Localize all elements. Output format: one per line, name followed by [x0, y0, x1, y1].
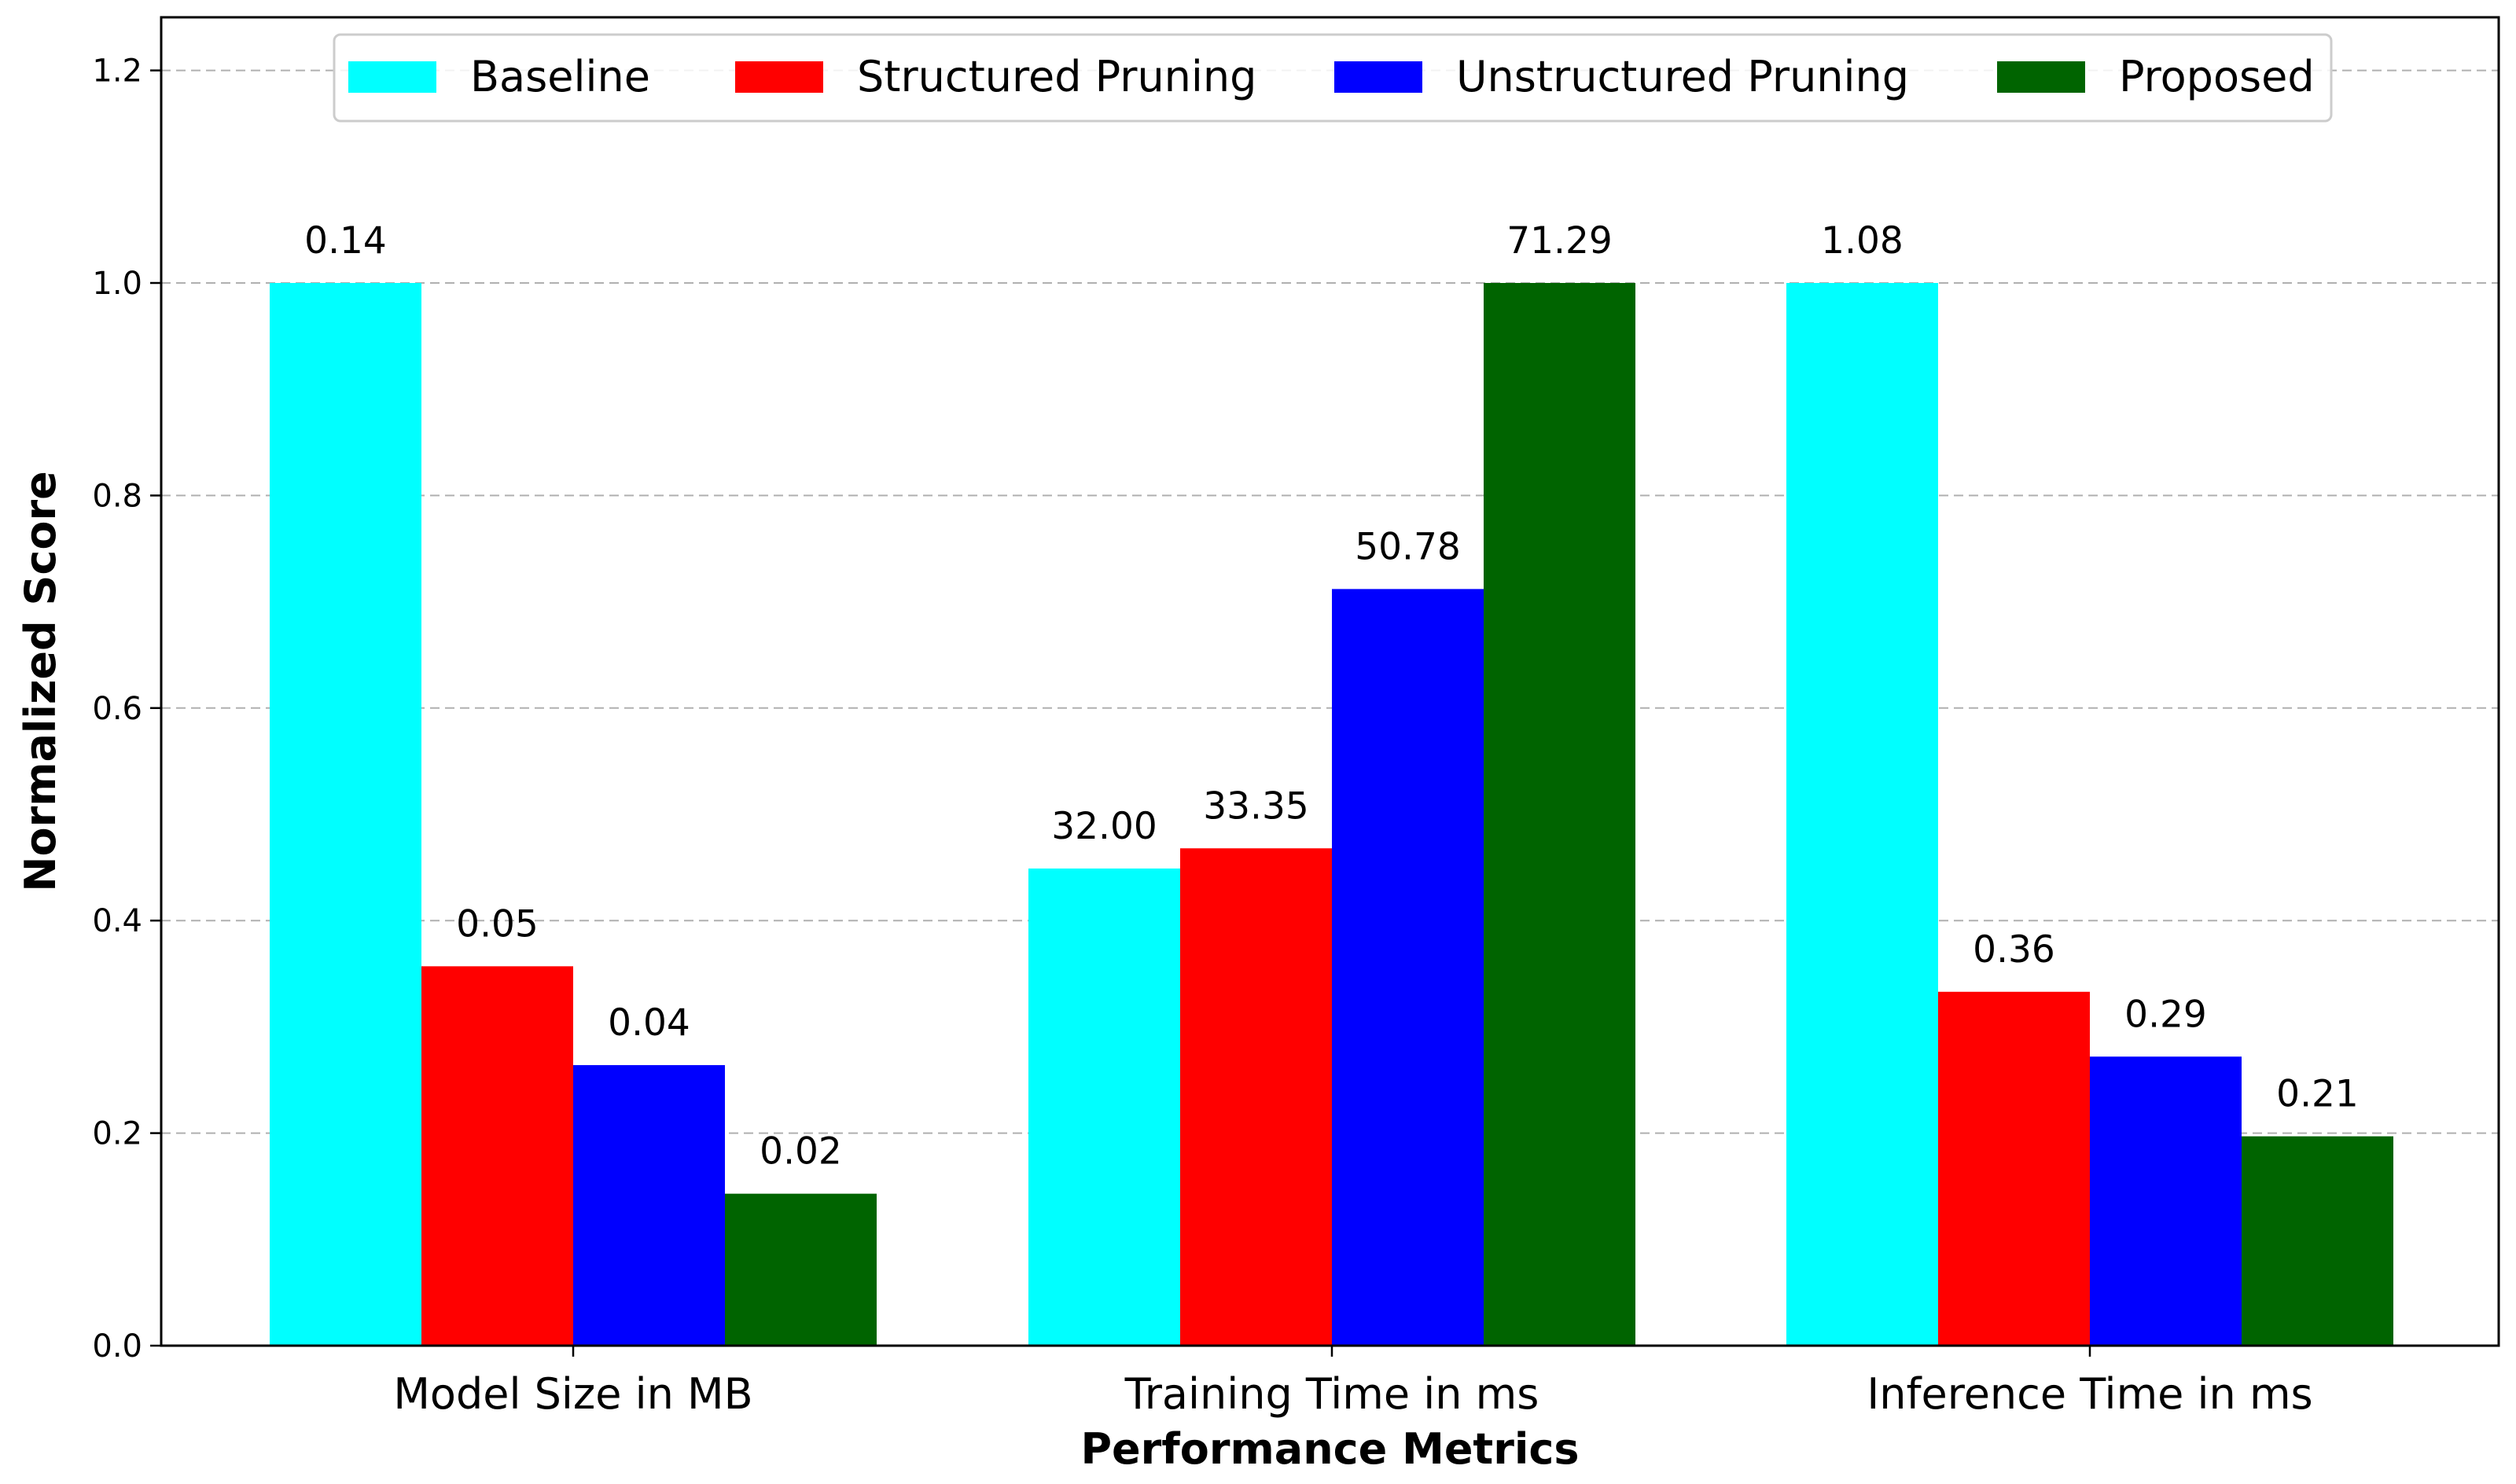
bar	[725, 1193, 877, 1346]
x-tick-label: Model Size in MB	[393, 1369, 752, 1419]
legend-swatch	[1334, 61, 1422, 93]
x-tick-label: Inference Time in ms	[1867, 1369, 2312, 1419]
data-label: 0.36	[1973, 928, 2055, 972]
legend-swatch	[735, 61, 823, 93]
data-label: 71.29	[1506, 219, 1613, 263]
plot-frame	[160, 16, 2500, 1347]
bar	[1786, 283, 1938, 1346]
y-axis-title: Normalized Score	[16, 471, 65, 891]
bar	[2242, 1136, 2393, 1346]
tick-layer: 0.0 0.2 0.4 0.6 0.8 1.0 1.2 Model Size in MB Tra…	[92, 53, 2312, 1419]
legend-label: Proposed	[2119, 52, 2315, 101]
data-label: 0.14	[304, 219, 387, 263]
bar-layer	[270, 283, 2393, 1346]
y-tick-label: 0.6	[92, 691, 142, 727]
legend-label: Unstructured Pruning	[1456, 52, 1909, 101]
legend-label: Structured Pruning	[857, 52, 1256, 101]
bar	[1332, 589, 1484, 1346]
data-label: 32.00	[1051, 805, 1157, 848]
data-label: 50.78	[1355, 525, 1461, 568]
legend-box	[333, 33, 2333, 123]
legend-swatch	[348, 61, 436, 93]
x-axis-title: Performance Metrics	[1080, 1424, 1579, 1474]
data-label: 0.04	[608, 1001, 690, 1045]
bar	[1180, 848, 1332, 1346]
legend: Baseline Structured Pruning Unstructured P…	[333, 33, 2333, 123]
legend-swatch	[1997, 61, 2085, 93]
x-tick-label: Training Time in ms	[1124, 1369, 1539, 1419]
y-tick-label: 1.0	[92, 266, 142, 302]
data-label: 0.29	[2124, 993, 2207, 1036]
y-tick-label: 0.8	[92, 478, 142, 514]
y-tick-label: 0.2	[92, 1116, 142, 1152]
data-label-layer: 0.14 0.05 0.04 0.02 32.00 33.35 50.78 71.29 1.08…	[304, 219, 2359, 1174]
bar	[1484, 283, 1635, 1346]
y-tick-label: 0.0	[92, 1328, 142, 1365]
y-tick-label: 1.2	[92, 53, 142, 90]
data-label: 1.08	[1821, 219, 1904, 263]
bar	[1938, 991, 2090, 1346]
bar	[421, 966, 573, 1346]
legend-label: Baseline	[470, 52, 650, 101]
data-label: 0.21	[2276, 1073, 2359, 1116]
bar	[573, 1065, 725, 1346]
data-label: 33.35	[1203, 784, 1309, 828]
bar	[2090, 1056, 2242, 1346]
data-label: 0.02	[760, 1130, 842, 1174]
bar	[1028, 868, 1180, 1346]
bar	[270, 283, 421, 1346]
data-label: 0.05	[456, 902, 539, 946]
y-tick-label: 0.4	[92, 903, 142, 939]
